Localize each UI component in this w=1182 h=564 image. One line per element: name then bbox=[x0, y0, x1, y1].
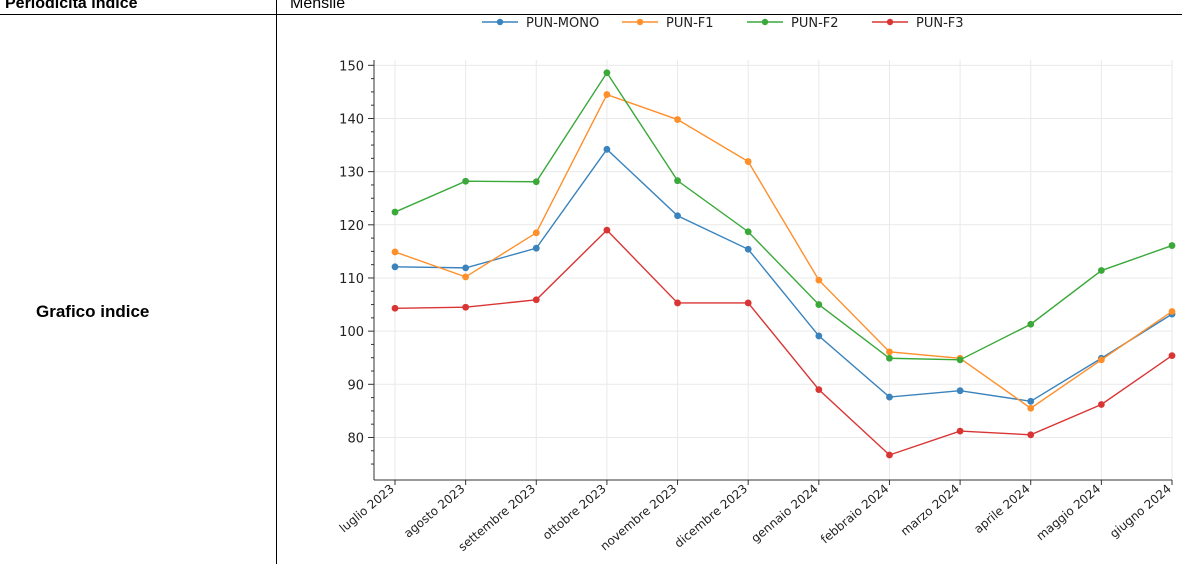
data-point-pun-f3 bbox=[532, 296, 540, 304]
chart-plot-area bbox=[391, 69, 1176, 459]
data-point-pun-mono bbox=[886, 393, 893, 401]
data-point-pun-mono bbox=[462, 264, 470, 272]
data-point-pun-f3 bbox=[391, 304, 399, 312]
x-tick-label: luglio 2023 bbox=[337, 482, 397, 536]
y-tick-label: 130 bbox=[339, 166, 364, 181]
data-point-pun-mono bbox=[532, 244, 540, 252]
data-point-pun-f2 bbox=[1168, 242, 1176, 249]
y-tick-label: 110 bbox=[339, 272, 364, 287]
data-point-pun-f2 bbox=[532, 178, 540, 186]
data-point-pun-f3 bbox=[674, 299, 681, 307]
data-point-pun-f1 bbox=[1097, 356, 1105, 364]
data-point-pun-f3 bbox=[956, 427, 964, 435]
legend-marker-pun-mono bbox=[496, 18, 504, 26]
data-point-pun-f2 bbox=[674, 177, 681, 185]
data-point-pun-f2 bbox=[603, 69, 611, 77]
legend-label-pun-f2: PUN-F2 bbox=[791, 16, 839, 31]
series-line-pun-f2 bbox=[394, 71, 1173, 361]
data-point-pun-f2 bbox=[956, 356, 964, 364]
data-point-pun-f1 bbox=[1027, 404, 1035, 412]
data-point-pun-f1 bbox=[674, 116, 681, 123]
data-point-pun-f2 bbox=[886, 354, 893, 362]
y-tick-label: 100 bbox=[339, 325, 364, 340]
series-line-pun-mono bbox=[394, 148, 1173, 403]
index-line-chart: PUN-MONO PUN-F1 PUN-F2 PUN-F3 80 90 100 110 120… bbox=[337, 16, 1176, 555]
data-point-pun-f1 bbox=[1168, 308, 1176, 315]
chart-grid bbox=[374, 60, 1173, 480]
series-line-pun-f3 bbox=[394, 229, 1173, 456]
data-point-pun-f1 bbox=[391, 248, 399, 256]
y-tick-label: 120 bbox=[339, 219, 364, 234]
x-tick-label: maggio 2024 bbox=[1034, 482, 1104, 544]
x-tick-label: dicembre 2023 bbox=[672, 482, 750, 551]
legend-marker-pun-f3 bbox=[886, 18, 894, 26]
x-tick-label: gennaio 2024 bbox=[748, 482, 820, 546]
data-point-pun-f3 bbox=[1168, 352, 1176, 359]
data-point-pun-mono bbox=[815, 332, 823, 340]
x-tick-label: settembre 2023 bbox=[456, 482, 539, 555]
data-point-pun-f2 bbox=[462, 177, 470, 185]
data-point-pun-f2 bbox=[815, 301, 823, 308]
data-point-pun-mono bbox=[1027, 397, 1035, 405]
data-point-pun-f1 bbox=[886, 348, 893, 356]
data-point-pun-f3 bbox=[815, 386, 823, 394]
legend-marker-pun-f2 bbox=[761, 18, 769, 26]
periodicity-label: Periodicità indice bbox=[5, 0, 138, 12]
legend-label-pun-f1: PUN-F1 bbox=[666, 16, 714, 31]
chart-legend: PUN-MONO PUN-F1 PUN-F2 PUN-F3 bbox=[482, 16, 964, 31]
data-point-pun-f1 bbox=[815, 276, 823, 284]
data-point-pun-f3 bbox=[603, 226, 611, 234]
series-line-pun-f1 bbox=[394, 93, 1173, 410]
legend-marker-pun-f1 bbox=[636, 18, 644, 26]
data-point-pun-f3 bbox=[744, 299, 752, 307]
data-point-pun-mono bbox=[956, 387, 964, 395]
data-point-pun-f1 bbox=[462, 273, 470, 281]
data-point-pun-f3 bbox=[1097, 401, 1105, 408]
x-tick-label: ottobre 2023 bbox=[540, 482, 609, 543]
periodicity-value: Mensile bbox=[290, 0, 346, 12]
data-point-pun-f1 bbox=[744, 158, 752, 165]
data-point-pun-mono bbox=[391, 263, 399, 271]
data-point-pun-f2 bbox=[744, 228, 752, 236]
table-column-divider bbox=[276, 0, 277, 564]
y-tick-label: 150 bbox=[339, 59, 364, 74]
data-point-pun-f3 bbox=[1027, 431, 1035, 439]
data-point-pun-f3 bbox=[886, 451, 893, 459]
x-tick-label: aprile 2024 bbox=[971, 482, 1032, 537]
data-point-pun-f2 bbox=[1097, 267, 1105, 274]
table-row-divider bbox=[0, 14, 1182, 15]
chart-row-label: Grafico indice bbox=[36, 302, 150, 321]
y-tick-label: 90 bbox=[347, 378, 364, 393]
data-point-pun-f1 bbox=[603, 91, 611, 98]
x-tick-label: marzo 2024 bbox=[898, 482, 962, 539]
data-point-pun-mono bbox=[603, 145, 611, 153]
x-tick-label: agosto 2023 bbox=[401, 482, 467, 541]
legend-label-pun-f3: PUN-F3 bbox=[916, 16, 964, 31]
data-point-pun-mono bbox=[674, 212, 681, 220]
data-point-pun-f1 bbox=[532, 229, 540, 237]
data-point-pun-f2 bbox=[391, 208, 399, 216]
data-point-pun-f3 bbox=[462, 303, 470, 311]
data-point-pun-mono bbox=[744, 245, 752, 253]
y-tick-label: 140 bbox=[339, 112, 364, 127]
x-tick-label: febbraio 2024 bbox=[818, 482, 891, 547]
x-tick-label: novembre 2023 bbox=[598, 482, 680, 554]
legend-label-pun-mono: PUN-MONO bbox=[526, 16, 599, 31]
data-point-pun-f2 bbox=[1027, 320, 1035, 328]
y-tick-label: 80 bbox=[347, 431, 364, 446]
x-tick-label: giugno 2024 bbox=[1107, 482, 1174, 541]
